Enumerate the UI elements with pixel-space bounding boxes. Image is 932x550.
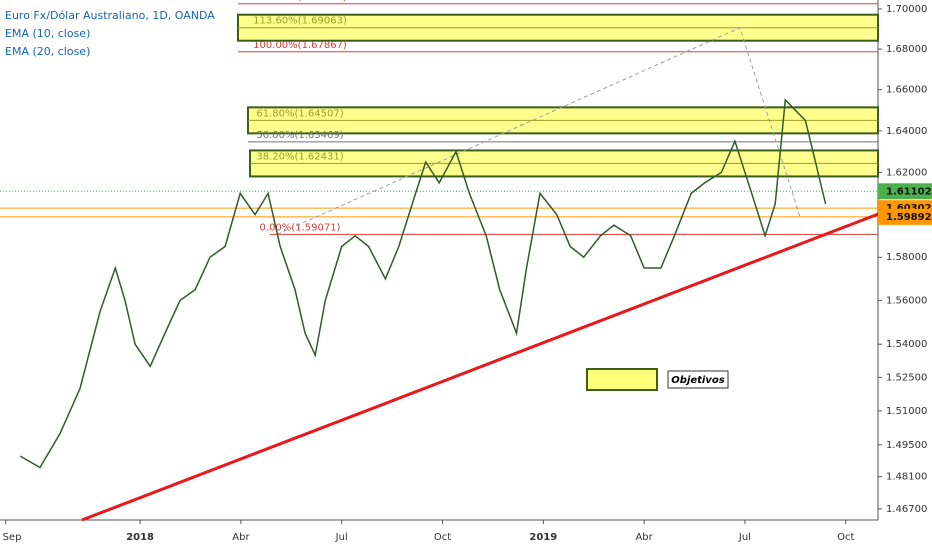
fib-label: 0.00%(1.59071) — [260, 222, 341, 233]
x-tick-label: Abr — [232, 532, 250, 543]
y-tick-label: 1.68000 — [886, 44, 927, 55]
y-tick-label: 1.64000 — [886, 126, 927, 137]
price-tag-label: 1.59892 — [886, 212, 932, 223]
price-tag-label: 1.60302 — [886, 203, 932, 214]
y-tick-label: 1.58000 — [886, 252, 927, 263]
y-tick-label: 1.46700 — [886, 504, 927, 515]
y-tick-label: 1.62000 — [886, 167, 927, 178]
x-tick-label: 2019 — [529, 532, 557, 543]
fib-label: 50.00%(1.63469) — [256, 130, 343, 141]
y-tick-label: 1.52500 — [886, 372, 927, 383]
x-tick-label: Sep — [3, 532, 22, 543]
y-tick-label: 1.51000 — [886, 406, 927, 417]
fib-label: 127.20%(1.70259) — [253, 0, 347, 3]
x-tick-label: Jul — [738, 532, 751, 543]
fib-label: 113.60%(1.69063) — [253, 16, 347, 27]
annotation-box — [667, 370, 729, 389]
y-tick-label: 1.56000 — [886, 295, 927, 306]
legend-swatch — [586, 368, 658, 391]
x-tick-label: Oct — [434, 532, 451, 543]
x-tick-label: Abr — [635, 532, 653, 543]
price-tag — [878, 208, 932, 225]
y-tick-label: 1.54000 — [886, 339, 927, 350]
fib-label: 61.80%(1.64507) — [256, 108, 343, 119]
price-tag-label: 1.61102 — [886, 186, 932, 197]
y-tick-label: 1.49500 — [886, 440, 927, 451]
price-line-series — [19, 98, 827, 469]
y-tick-label: 1.66000 — [886, 85, 927, 96]
price-tag — [878, 183, 932, 200]
fib-label: 100.00%(1.67867) — [253, 40, 347, 51]
x-tick-label: 2018 — [126, 532, 154, 543]
indicator-label: EMA (20, close) — [5, 45, 90, 58]
annotation: Objetivos — [671, 375, 724, 386]
indicator-label: EMA (10, close) — [5, 27, 90, 40]
x-tick-label: Oct — [837, 532, 854, 543]
y-tick-label: 1.70000 — [886, 4, 927, 15]
chart-title: Euro Fx/Dólar Australiano, 1D, OANDA — [5, 9, 215, 22]
fib-label: 38.20%(1.62431) — [256, 151, 343, 162]
trend-line — [81, 212, 879, 522]
y-tick-label: 1.48100 — [886, 472, 927, 483]
x-tick-label: Jul — [335, 532, 348, 543]
